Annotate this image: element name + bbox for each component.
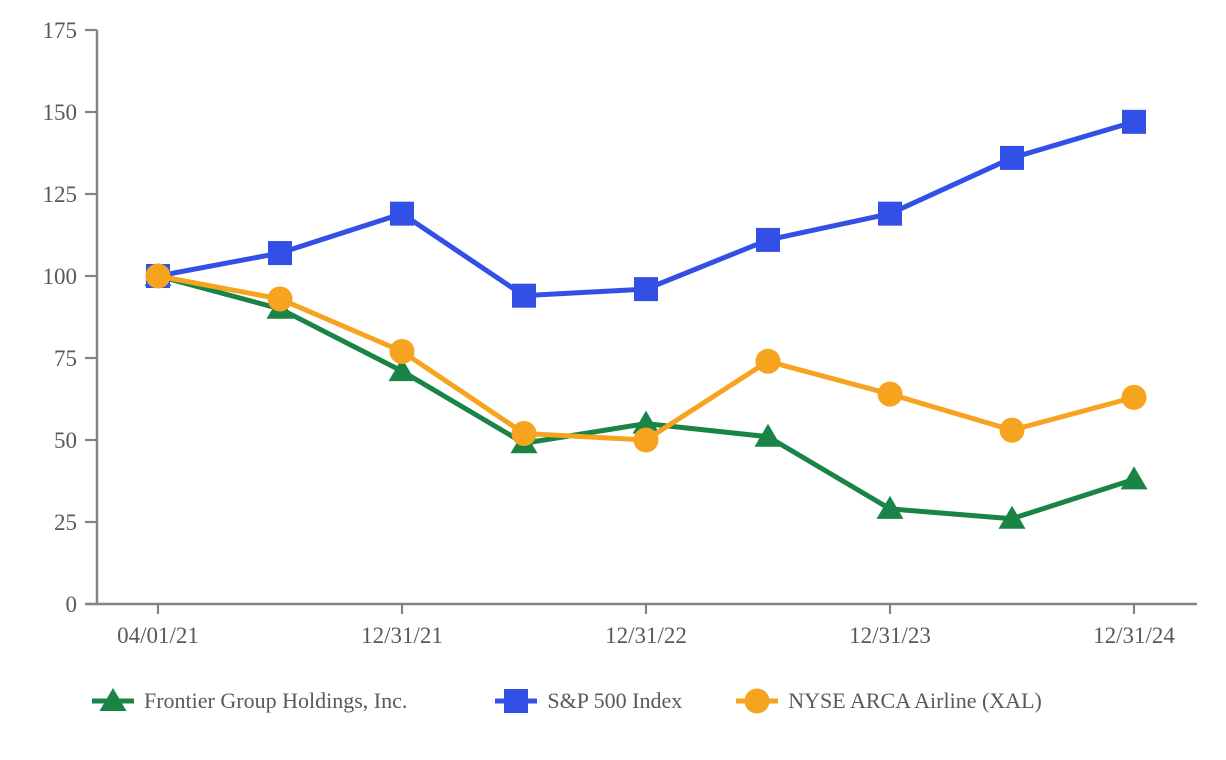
data-point-1-2 xyxy=(390,201,414,226)
y-tick-label: 25 xyxy=(54,510,77,535)
data-point-1-1 xyxy=(268,241,292,266)
data-point-1-3 xyxy=(512,283,536,308)
data-point-0-6 xyxy=(876,495,904,519)
y-tick-label: 100 xyxy=(43,264,78,289)
legend-label-xal: NYSE ARCA Airline (XAL) xyxy=(788,688,1042,713)
legend: Frontier Group Holdings, Inc. S&P 500 In… xyxy=(0,686,1226,716)
data-point-0-4 xyxy=(632,410,660,434)
data-point-1-8 xyxy=(1122,109,1146,134)
legend-item-sp500: S&P 500 Index xyxy=(493,686,682,716)
y-tick-label: 0 xyxy=(66,592,78,617)
data-point-1-6 xyxy=(878,201,902,226)
data-point-2-5 xyxy=(755,348,781,374)
legend-item-xal: NYSE ARCA Airline (XAL) xyxy=(734,686,1042,716)
data-point-2-6 xyxy=(877,381,903,407)
y-tick-label: 50 xyxy=(54,428,77,453)
data-point-0-2 xyxy=(388,358,416,382)
y-tick-label: 150 xyxy=(43,100,78,125)
series-line-1 xyxy=(155,119,1137,299)
data-point-2-2 xyxy=(389,338,415,364)
data-point-2-7 xyxy=(999,417,1025,443)
x-tick-label: 12/31/21 xyxy=(361,623,443,648)
data-point-1-4 xyxy=(634,277,658,302)
legend-marker-shape xyxy=(744,688,770,714)
x-tick-label: 12/31/22 xyxy=(605,623,687,648)
data-point-2-3 xyxy=(511,420,537,446)
data-point-0-5 xyxy=(754,423,782,447)
data-point-1-7 xyxy=(1000,145,1024,170)
legend-label-frontier: Frontier Group Holdings, Inc. xyxy=(144,688,408,713)
data-point-0-8 xyxy=(1120,466,1148,490)
x-tick-label: 12/31/23 xyxy=(849,623,931,648)
data-point-1-5 xyxy=(756,227,780,252)
legend-label-sp500: S&P 500 Index xyxy=(547,688,683,713)
legend-marker-shape xyxy=(99,688,127,711)
xal-circle-marker-icon xyxy=(736,688,779,714)
legend-item-frontier: Frontier Group Holdings, Inc. xyxy=(90,686,407,716)
x-tick-label: 12/31/24 xyxy=(1093,623,1175,648)
series-line-0 xyxy=(155,273,1137,522)
data-point-2-8 xyxy=(1121,384,1147,410)
y-tick-label: 75 xyxy=(54,346,77,371)
y-tick-label: 175 xyxy=(43,18,78,43)
legend-marker-shape xyxy=(504,689,529,713)
data-point-2-4 xyxy=(633,427,659,453)
data-point-2-1 xyxy=(267,286,293,312)
y-tick-label: 125 xyxy=(43,182,78,207)
x-tick-label: 04/01/21 xyxy=(117,623,199,648)
frontier-triangle-marker-icon xyxy=(92,688,134,711)
data-point-2-0 xyxy=(145,263,171,289)
plot-area: 0 25 50 75 100 125 150 175 04/01/21 12/31/21 12/31… xyxy=(43,18,1197,648)
data-point-0-7 xyxy=(998,505,1026,529)
sp500-square-marker-icon xyxy=(495,689,538,713)
